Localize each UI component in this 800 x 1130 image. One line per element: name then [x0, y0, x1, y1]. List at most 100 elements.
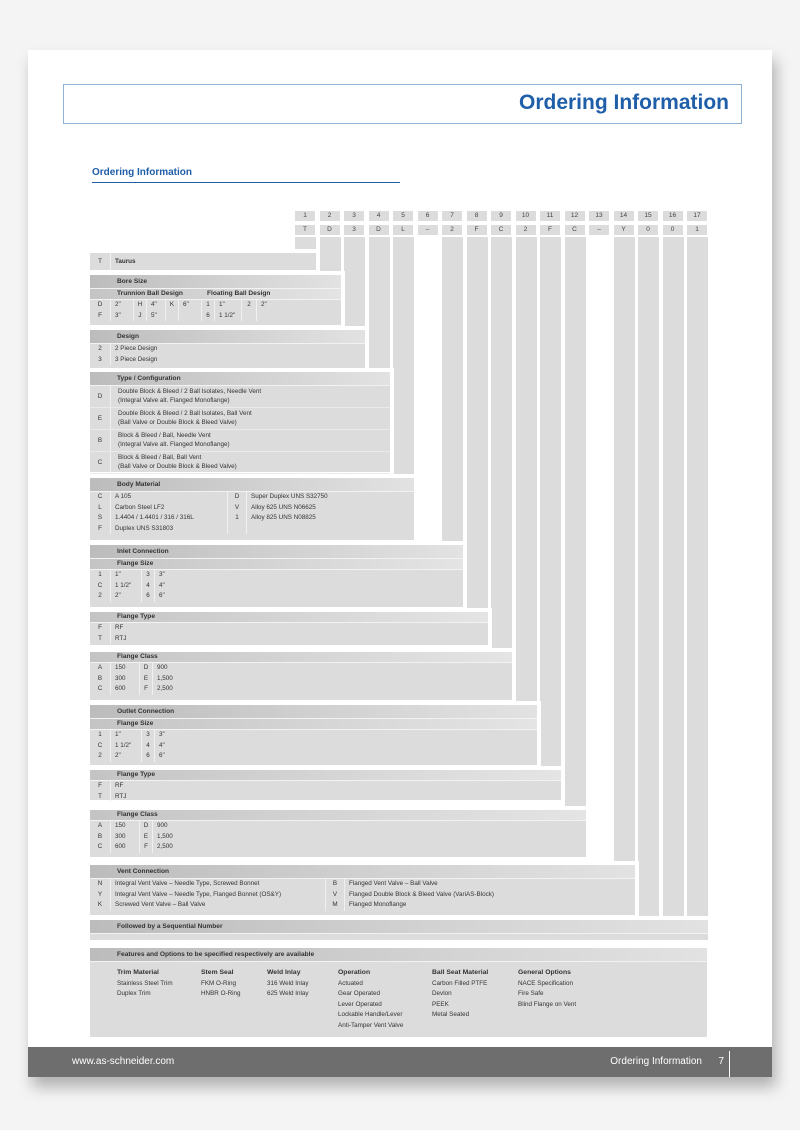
position-number: 13 [589, 211, 609, 221]
section-features: Features and Options to be specified res… [90, 948, 707, 1037]
option-value: 4" [154, 740, 199, 751]
table-row: F RF [90, 623, 488, 634]
option-value: Taurus [110, 253, 215, 270]
page-title: Ordering Information [519, 91, 729, 114]
feature-item: PEEK [432, 1000, 449, 1008]
option-code: 1 [227, 513, 246, 524]
feature-group-title: General Options [518, 969, 571, 976]
option-code: C [97, 493, 103, 500]
table-row: D 2" H 4" K 6" 1 1" 2 2" [90, 300, 341, 311]
code-column-bar [638, 237, 659, 940]
section-type-configuration: Type / Configuration D Double Block & Blee… [90, 372, 390, 474]
option-code: K [97, 901, 103, 908]
table-row: K Screwed Vent Valve – Ball Valve M Flanged… [90, 900, 635, 911]
position-number: 1 [295, 211, 315, 221]
example-code-cell: 2 [515, 225, 536, 235]
option-code: C [97, 581, 103, 589]
code-column-bar [687, 237, 708, 940]
option-code: V [227, 502, 246, 513]
option-line: (Ball Valve or Double Block & Bleed Valv… [118, 418, 237, 426]
section-vent-connection: Vent Connection N Integral Vent Valve – Ne… [90, 865, 635, 915]
feature-group: Ball Seat Material Carbon Filled PTFE Devl… [432, 968, 502, 1031]
feature-group-title: Ball Seat Material [432, 969, 489, 976]
feature-group-title: Weld Inlay [267, 969, 301, 976]
option-value: 3" [154, 570, 199, 581]
option-value: Screwed Vent Valve – Ball Valve [110, 900, 325, 911]
table-row: C 600 F 2,500 [90, 842, 586, 853]
table-row: A 150 D 900 [90, 663, 512, 674]
option-value: RTJ [110, 791, 175, 802]
feature-item: Blind Flange on Vent [518, 1000, 577, 1008]
table-row: S 1.4404 / 1.4401 / 316 / 316L 1 Alloy 825 … [90, 513, 414, 524]
subheading: Floating Ball Design [207, 290, 271, 297]
option-code: 3 [141, 570, 154, 581]
option-description: Block & Bleed / Ball, Needle Vent (Integr… [110, 430, 230, 451]
section-heading: Design [90, 330, 365, 344]
section-title-underline [92, 182, 400, 183]
page-number: 7 [718, 1056, 724, 1067]
footer-url[interactable]: www.as-schneider.com [72, 1056, 175, 1067]
table-row: N Integral Vent Valve – Needle Type, Scre… [90, 879, 635, 890]
feature-item: 316 Weld Inlay [267, 979, 309, 987]
option-value: 1" [110, 730, 141, 741]
position-number: 14 [613, 211, 634, 221]
option-code: E [139, 831, 152, 842]
table-row: F 3" J 5" 6 1 1/2" [90, 310, 341, 321]
option-code: A [97, 822, 103, 829]
position-number: 9 [491, 211, 511, 221]
option-code: B [325, 879, 344, 890]
footer-divider [729, 1051, 730, 1077]
section-bore-size: Bore Size Trunnion Ball Design Floating Ba… [90, 275, 341, 325]
option-code: 1 [201, 300, 214, 311]
section-outlet-connection: Outlet Connection Flange Size 1 1" 3 3" C 1 1/2… [90, 705, 537, 765]
option-code: F [98, 311, 102, 319]
code-column-bar [491, 237, 512, 700]
option-value: 1 1/2" [214, 310, 241, 321]
feature-item: Metal Seated [432, 1011, 470, 1018]
table-row: C Block & Bleed / Ball, Ball Vent (Ball Va… [90, 452, 390, 474]
section-subheading: Flange Size [90, 559, 463, 570]
example-code-cell: D [368, 225, 389, 235]
table-row: B 300 E 1,500 [90, 831, 586, 842]
option-value: 2" [110, 751, 141, 762]
code-column-bar [393, 237, 414, 540]
option-code: F [98, 782, 102, 789]
example-code-cell: L [393, 225, 413, 235]
table-row: L Carbon Steel LF2 V Alloy 625 UNS N06625 [90, 502, 414, 513]
option-value: 2 Piece Design [110, 344, 315, 355]
table-row: C 1 1/2" 4 4" [90, 580, 463, 591]
section-inlet-connection: Inlet Connection Flange Size 1 1" 3 3" C 1 1/2"… [90, 545, 463, 607]
footer-title: Ordering Information [610, 1056, 702, 1067]
feature-item: Stainless Steel Trim [117, 979, 173, 987]
option-value: 2" [256, 300, 279, 311]
option-line: Block & Bleed / Ball, Needle Vent [118, 432, 211, 439]
feature-item: NACE Specification [518, 979, 573, 987]
option-code: D [97, 301, 103, 308]
option-description: Double Block & Bleed / 2 Ball Isolates, … [110, 408, 252, 429]
option-code: 2 [98, 345, 102, 352]
example-code-cell: – [417, 225, 438, 235]
option-code: F [98, 524, 102, 532]
option-code: E [139, 673, 152, 684]
option-code: D [139, 821, 152, 832]
position-number: 15 [638, 211, 658, 221]
section-subheading: Flange Type [90, 612, 488, 623]
code-column-bar [466, 237, 488, 645]
option-code: 1 [98, 571, 102, 578]
option-value: A 105 [110, 492, 227, 503]
option-code: Y [97, 890, 103, 898]
position-number: 8 [466, 211, 487, 221]
section-subheading: Flange Class [90, 652, 512, 663]
section-body-material: Body Material C A 105 D Super Duplex UNS S32… [90, 478, 414, 540]
option-code: 2 [98, 752, 102, 759]
table-row: D Double Block & Bleed / 2 Ball Isolates,… [90, 386, 390, 408]
table-row: 2 2" 6 6" [90, 751, 537, 762]
option-code: 1 [98, 731, 102, 738]
option-value: 600 [110, 684, 139, 695]
example-code-cell: 0 [638, 225, 658, 235]
example-code-cell: 0 [662, 225, 683, 235]
section-heading: Type / Configuration [90, 372, 390, 386]
code-column-bar [564, 237, 586, 857]
table-row: 2 2" 6 6" [90, 591, 463, 602]
table-row: A 150 D 900 [90, 821, 586, 832]
